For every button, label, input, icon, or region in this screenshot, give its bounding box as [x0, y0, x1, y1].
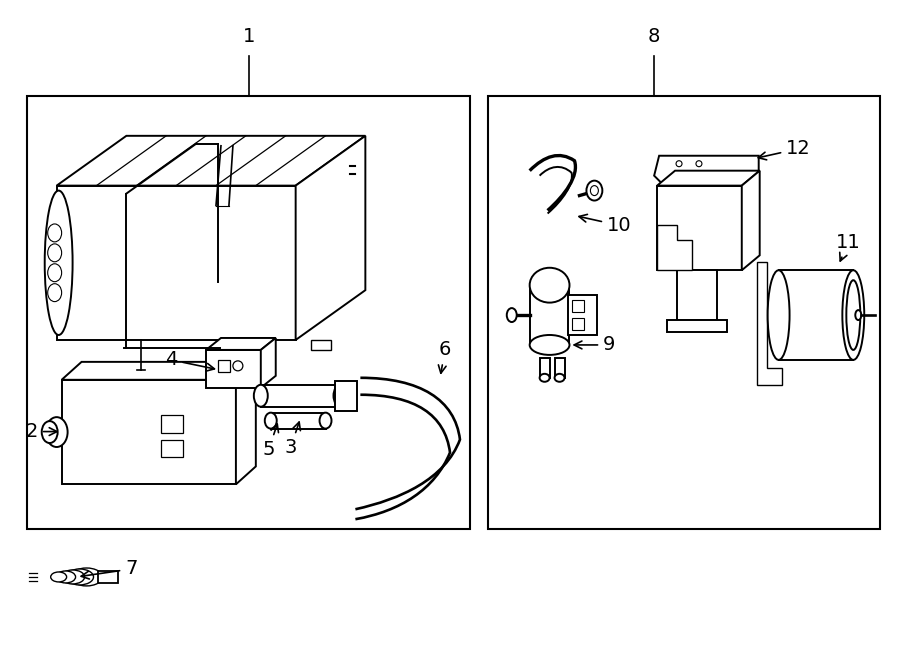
Polygon shape: [206, 338, 275, 350]
Text: 12: 12: [759, 139, 811, 160]
Ellipse shape: [56, 571, 76, 583]
Ellipse shape: [842, 270, 864, 360]
Ellipse shape: [768, 270, 789, 360]
Ellipse shape: [265, 412, 276, 428]
Bar: [667, 320, 727, 332]
Bar: [572, 318, 584, 330]
Bar: [488, 96, 880, 529]
Bar: [57, 186, 296, 340]
Ellipse shape: [846, 280, 860, 350]
Ellipse shape: [46, 417, 68, 447]
Text: 7: 7: [81, 559, 138, 579]
Ellipse shape: [540, 374, 550, 382]
Bar: [540, 358, 550, 378]
Ellipse shape: [554, 374, 564, 382]
Bar: [572, 300, 584, 312]
Ellipse shape: [66, 569, 94, 585]
Bar: [568, 295, 598, 335]
Text: 6: 6: [438, 340, 451, 373]
Text: 11: 11: [836, 233, 860, 261]
Polygon shape: [657, 171, 760, 186]
Circle shape: [676, 161, 682, 167]
Ellipse shape: [334, 385, 347, 407]
Polygon shape: [61, 362, 256, 380]
Ellipse shape: [507, 308, 517, 322]
Bar: [218, 360, 230, 372]
Bar: [98, 571, 119, 583]
Text: 9: 9: [574, 335, 616, 354]
Bar: [206, 350, 261, 388]
Polygon shape: [236, 362, 256, 485]
Text: 8: 8: [648, 27, 661, 46]
Circle shape: [233, 361, 243, 371]
Text: 5: 5: [263, 424, 278, 459]
Bar: [161, 440, 183, 457]
Ellipse shape: [320, 412, 331, 428]
Text: 1: 1: [243, 27, 255, 46]
Ellipse shape: [41, 421, 58, 443]
Polygon shape: [261, 338, 275, 388]
Bar: [161, 414, 183, 432]
Ellipse shape: [48, 244, 61, 262]
Polygon shape: [296, 136, 365, 340]
Bar: [27, 96, 470, 529]
Bar: [657, 186, 742, 270]
Bar: [677, 270, 717, 320]
Polygon shape: [654, 156, 759, 186]
Bar: [336, 381, 357, 410]
Circle shape: [696, 161, 702, 167]
Text: 2: 2: [25, 422, 57, 441]
Text: 3: 3: [284, 422, 301, 457]
Ellipse shape: [45, 190, 73, 335]
Ellipse shape: [60, 570, 85, 584]
Polygon shape: [757, 262, 781, 385]
Ellipse shape: [590, 186, 598, 196]
Bar: [271, 412, 326, 428]
Ellipse shape: [855, 310, 861, 320]
Ellipse shape: [530, 268, 570, 303]
Bar: [261, 385, 340, 407]
Ellipse shape: [48, 284, 61, 301]
Text: 4: 4: [165, 350, 214, 371]
Ellipse shape: [587, 180, 602, 200]
Ellipse shape: [48, 264, 61, 282]
Ellipse shape: [48, 224, 61, 242]
Bar: [778, 270, 853, 360]
Bar: [554, 358, 564, 378]
Ellipse shape: [530, 335, 570, 355]
Polygon shape: [310, 340, 330, 350]
Polygon shape: [657, 225, 692, 270]
Ellipse shape: [70, 568, 103, 586]
Text: 10: 10: [579, 214, 632, 235]
Polygon shape: [742, 171, 760, 270]
Bar: [61, 380, 236, 485]
Bar: [530, 285, 570, 345]
Ellipse shape: [254, 385, 268, 407]
Polygon shape: [57, 136, 365, 186]
Ellipse shape: [50, 572, 67, 582]
